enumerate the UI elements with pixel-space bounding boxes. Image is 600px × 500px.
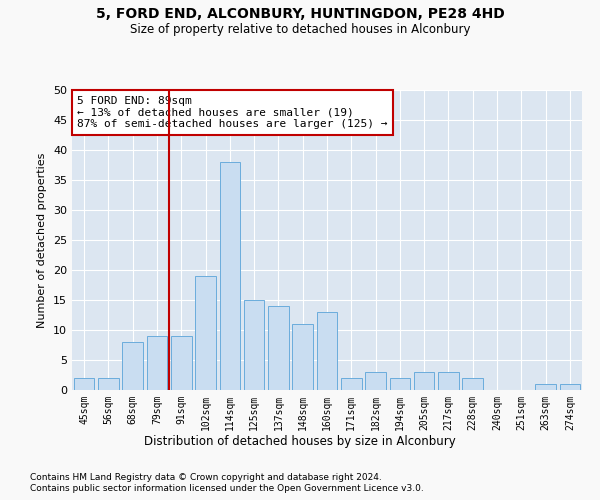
Bar	[317, 312, 337, 390]
Bar	[389, 378, 410, 390]
Bar	[74, 378, 94, 390]
Text: Contains HM Land Registry data © Crown copyright and database right 2024.: Contains HM Land Registry data © Crown c…	[30, 472, 382, 482]
Bar	[365, 372, 386, 390]
Bar	[535, 384, 556, 390]
Bar	[195, 276, 216, 390]
Bar	[414, 372, 434, 390]
Bar	[438, 372, 459, 390]
Text: 5 FORD END: 89sqm
← 13% of detached houses are smaller (19)
87% of semi-detached: 5 FORD END: 89sqm ← 13% of detached hous…	[77, 96, 388, 129]
Bar	[220, 162, 240, 390]
Bar	[341, 378, 362, 390]
Bar	[122, 342, 143, 390]
Text: Size of property relative to detached houses in Alconbury: Size of property relative to detached ho…	[130, 22, 470, 36]
Y-axis label: Number of detached properties: Number of detached properties	[37, 152, 47, 328]
Bar	[98, 378, 119, 390]
Bar	[268, 306, 289, 390]
Text: Contains public sector information licensed under the Open Government Licence v3: Contains public sector information licen…	[30, 484, 424, 493]
Bar	[292, 324, 313, 390]
Bar	[463, 378, 483, 390]
Bar	[171, 336, 191, 390]
Bar	[560, 384, 580, 390]
Text: Distribution of detached houses by size in Alconbury: Distribution of detached houses by size …	[144, 435, 456, 448]
Bar	[244, 300, 265, 390]
Text: 5, FORD END, ALCONBURY, HUNTINGDON, PE28 4HD: 5, FORD END, ALCONBURY, HUNTINGDON, PE28…	[95, 8, 505, 22]
Bar	[146, 336, 167, 390]
